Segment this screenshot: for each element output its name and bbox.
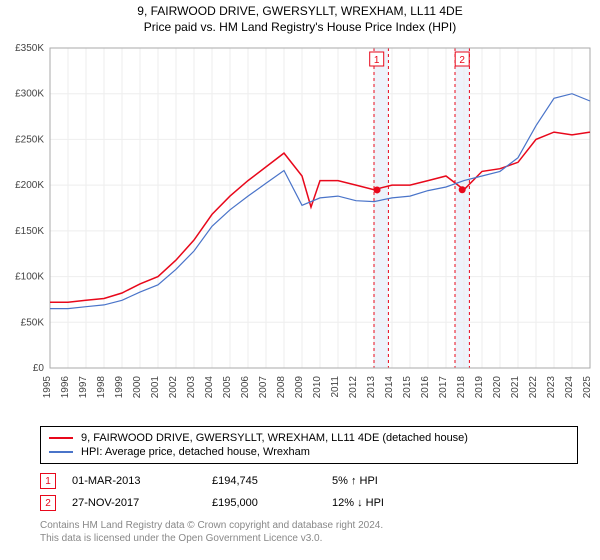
svg-text:2019: 2019: [474, 376, 485, 399]
svg-text:1996: 1996: [60, 376, 71, 399]
svg-text:2001: 2001: [150, 376, 161, 399]
footer-line-2: This data is licensed under the Open Gov…: [40, 533, 560, 546]
svg-text:2005: 2005: [222, 376, 233, 399]
footer-line-1: Contains HM Land Registry data © Crown c…: [40, 520, 560, 533]
legend-item: HPI: Average price, detached house, Wrex…: [49, 445, 569, 459]
svg-text:1998: 1998: [96, 376, 107, 399]
svg-text:2017: 2017: [438, 376, 449, 399]
svg-text:2004: 2004: [204, 376, 215, 399]
svg-text:2010: 2010: [312, 376, 323, 399]
svg-text:2: 2: [459, 55, 465, 66]
legend-label: 9, FAIRWOOD DRIVE, GWERSYLLT, WREXHAM, L…: [81, 432, 468, 444]
svg-text:2006: 2006: [240, 376, 251, 399]
legend-label: HPI: Average price, detached house, Wrex…: [81, 446, 310, 458]
chart-subtitle: Price paid vs. HM Land Registry's House …: [0, 18, 600, 38]
svg-text:£50K: £50K: [21, 317, 45, 328]
svg-text:2012: 2012: [348, 376, 359, 399]
sale-delta: 12% ↓ HPI: [332, 497, 452, 509]
svg-text:2014: 2014: [384, 376, 395, 399]
svg-text:2018: 2018: [456, 376, 467, 399]
svg-text:2011: 2011: [330, 376, 341, 398]
sale-marker: 2: [40, 495, 56, 511]
svg-text:2016: 2016: [420, 376, 431, 399]
svg-text:2008: 2008: [276, 376, 287, 399]
svg-text:2007: 2007: [258, 376, 269, 399]
svg-text:1997: 1997: [78, 376, 89, 399]
chart-title: 9, FAIRWOOD DRIVE, GWERSYLLT, WREXHAM, L…: [0, 0, 600, 18]
svg-text:2022: 2022: [528, 376, 539, 399]
svg-text:£200K: £200K: [15, 180, 44, 191]
legend: 9, FAIRWOOD DRIVE, GWERSYLLT, WREXHAM, L…: [40, 426, 578, 464]
sale-delta: 5% ↑ HPI: [332, 475, 452, 487]
svg-text:£350K: £350K: [15, 43, 44, 54]
svg-text:£100K: £100K: [15, 272, 44, 283]
legend-item: 9, FAIRWOOD DRIVE, GWERSYLLT, WREXHAM, L…: [49, 431, 569, 445]
sale-row: 1 01-MAR-2013£194,7455% ↑ HPI: [40, 470, 560, 492]
svg-text:£250K: £250K: [15, 134, 44, 145]
svg-text:2025: 2025: [582, 376, 593, 399]
sale-price: £194,745: [212, 475, 332, 487]
sale-date: 27-NOV-2017: [72, 497, 212, 509]
sale-price: £195,000: [212, 497, 332, 509]
svg-text:2013: 2013: [366, 376, 377, 399]
sale-row: 2 27-NOV-2017£195,00012% ↓ HPI: [40, 492, 560, 514]
svg-text:1995: 1995: [42, 376, 53, 399]
sales-table: 1 01-MAR-2013£194,7455% ↑ HPI 2 27-NOV-2017…: [40, 470, 560, 514]
svg-text:2000: 2000: [132, 376, 143, 399]
svg-text:2015: 2015: [402, 376, 413, 399]
svg-text:2021: 2021: [510, 376, 521, 399]
legend-swatch: [49, 437, 73, 439]
line-chart: £0 £50K £100K £150K £200K £250K £300K £350K 1995…: [0, 38, 600, 418]
svg-text:2009: 2009: [294, 376, 305, 399]
chart-area: £0 £50K £100K £150K £200K £250K £300K £350K 1995…: [0, 38, 600, 418]
legend-swatch: [49, 451, 73, 453]
svg-text:2023: 2023: [546, 376, 557, 399]
svg-text:2002: 2002: [168, 376, 179, 399]
svg-text:£150K: £150K: [15, 226, 44, 237]
svg-text:2003: 2003: [186, 376, 197, 399]
svg-text:£0: £0: [33, 363, 45, 374]
sale-marker: 1: [40, 473, 56, 489]
footer-attribution: Contains HM Land Registry data © Crown c…: [40, 520, 560, 545]
svg-text:1999: 1999: [114, 376, 125, 399]
svg-text:2024: 2024: [564, 376, 575, 399]
sale-date: 01-MAR-2013: [72, 475, 212, 487]
svg-text:£300K: £300K: [15, 89, 44, 100]
svg-text:2020: 2020: [492, 376, 503, 399]
svg-text:1: 1: [374, 55, 380, 66]
